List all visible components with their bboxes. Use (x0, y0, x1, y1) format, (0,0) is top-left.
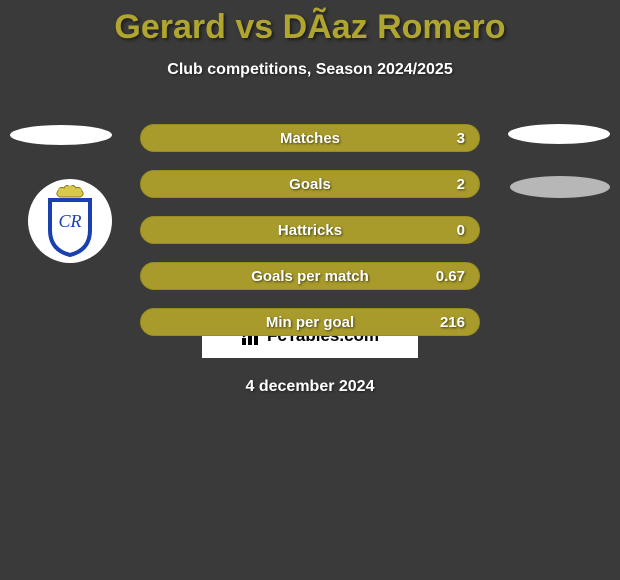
player-right-placeholder (508, 124, 610, 144)
stat-value: 0.67 (436, 268, 465, 285)
stat-row-matches: Matches 3 (140, 124, 480, 152)
stat-row-goals: Goals 2 (140, 170, 480, 198)
club-badge-left: CR (28, 179, 112, 263)
stat-value: 216 (440, 314, 465, 331)
subtitle: Club competitions, Season 2024/2025 (0, 61, 620, 79)
stat-label: Goals (289, 176, 331, 193)
stat-value: 0 (457, 222, 465, 239)
stat-row-min-per-goal: Min per goal 216 (140, 308, 480, 336)
stat-label: Min per goal (266, 314, 354, 331)
stat-value: 2 (457, 176, 465, 193)
club-right-placeholder (510, 176, 610, 198)
page-title: Gerard vs DÃ­az Romero (0, 0, 620, 47)
player-left-placeholder (10, 125, 112, 145)
stat-rows: Matches 3 Goals 2 Hattricks 0 Goals per … (140, 124, 480, 354)
stat-value: 3 (457, 130, 465, 147)
club-crest-icon: CR (38, 185, 102, 257)
stat-row-goals-per-match: Goals per match 0.67 (140, 262, 480, 290)
stat-row-hattricks: Hattricks 0 (140, 216, 480, 244)
date: 4 december 2024 (0, 378, 620, 396)
crest-monogram: CR (58, 211, 81, 231)
stat-label: Matches (280, 130, 340, 147)
stat-label: Goals per match (251, 268, 369, 285)
stat-label: Hattricks (278, 222, 342, 239)
